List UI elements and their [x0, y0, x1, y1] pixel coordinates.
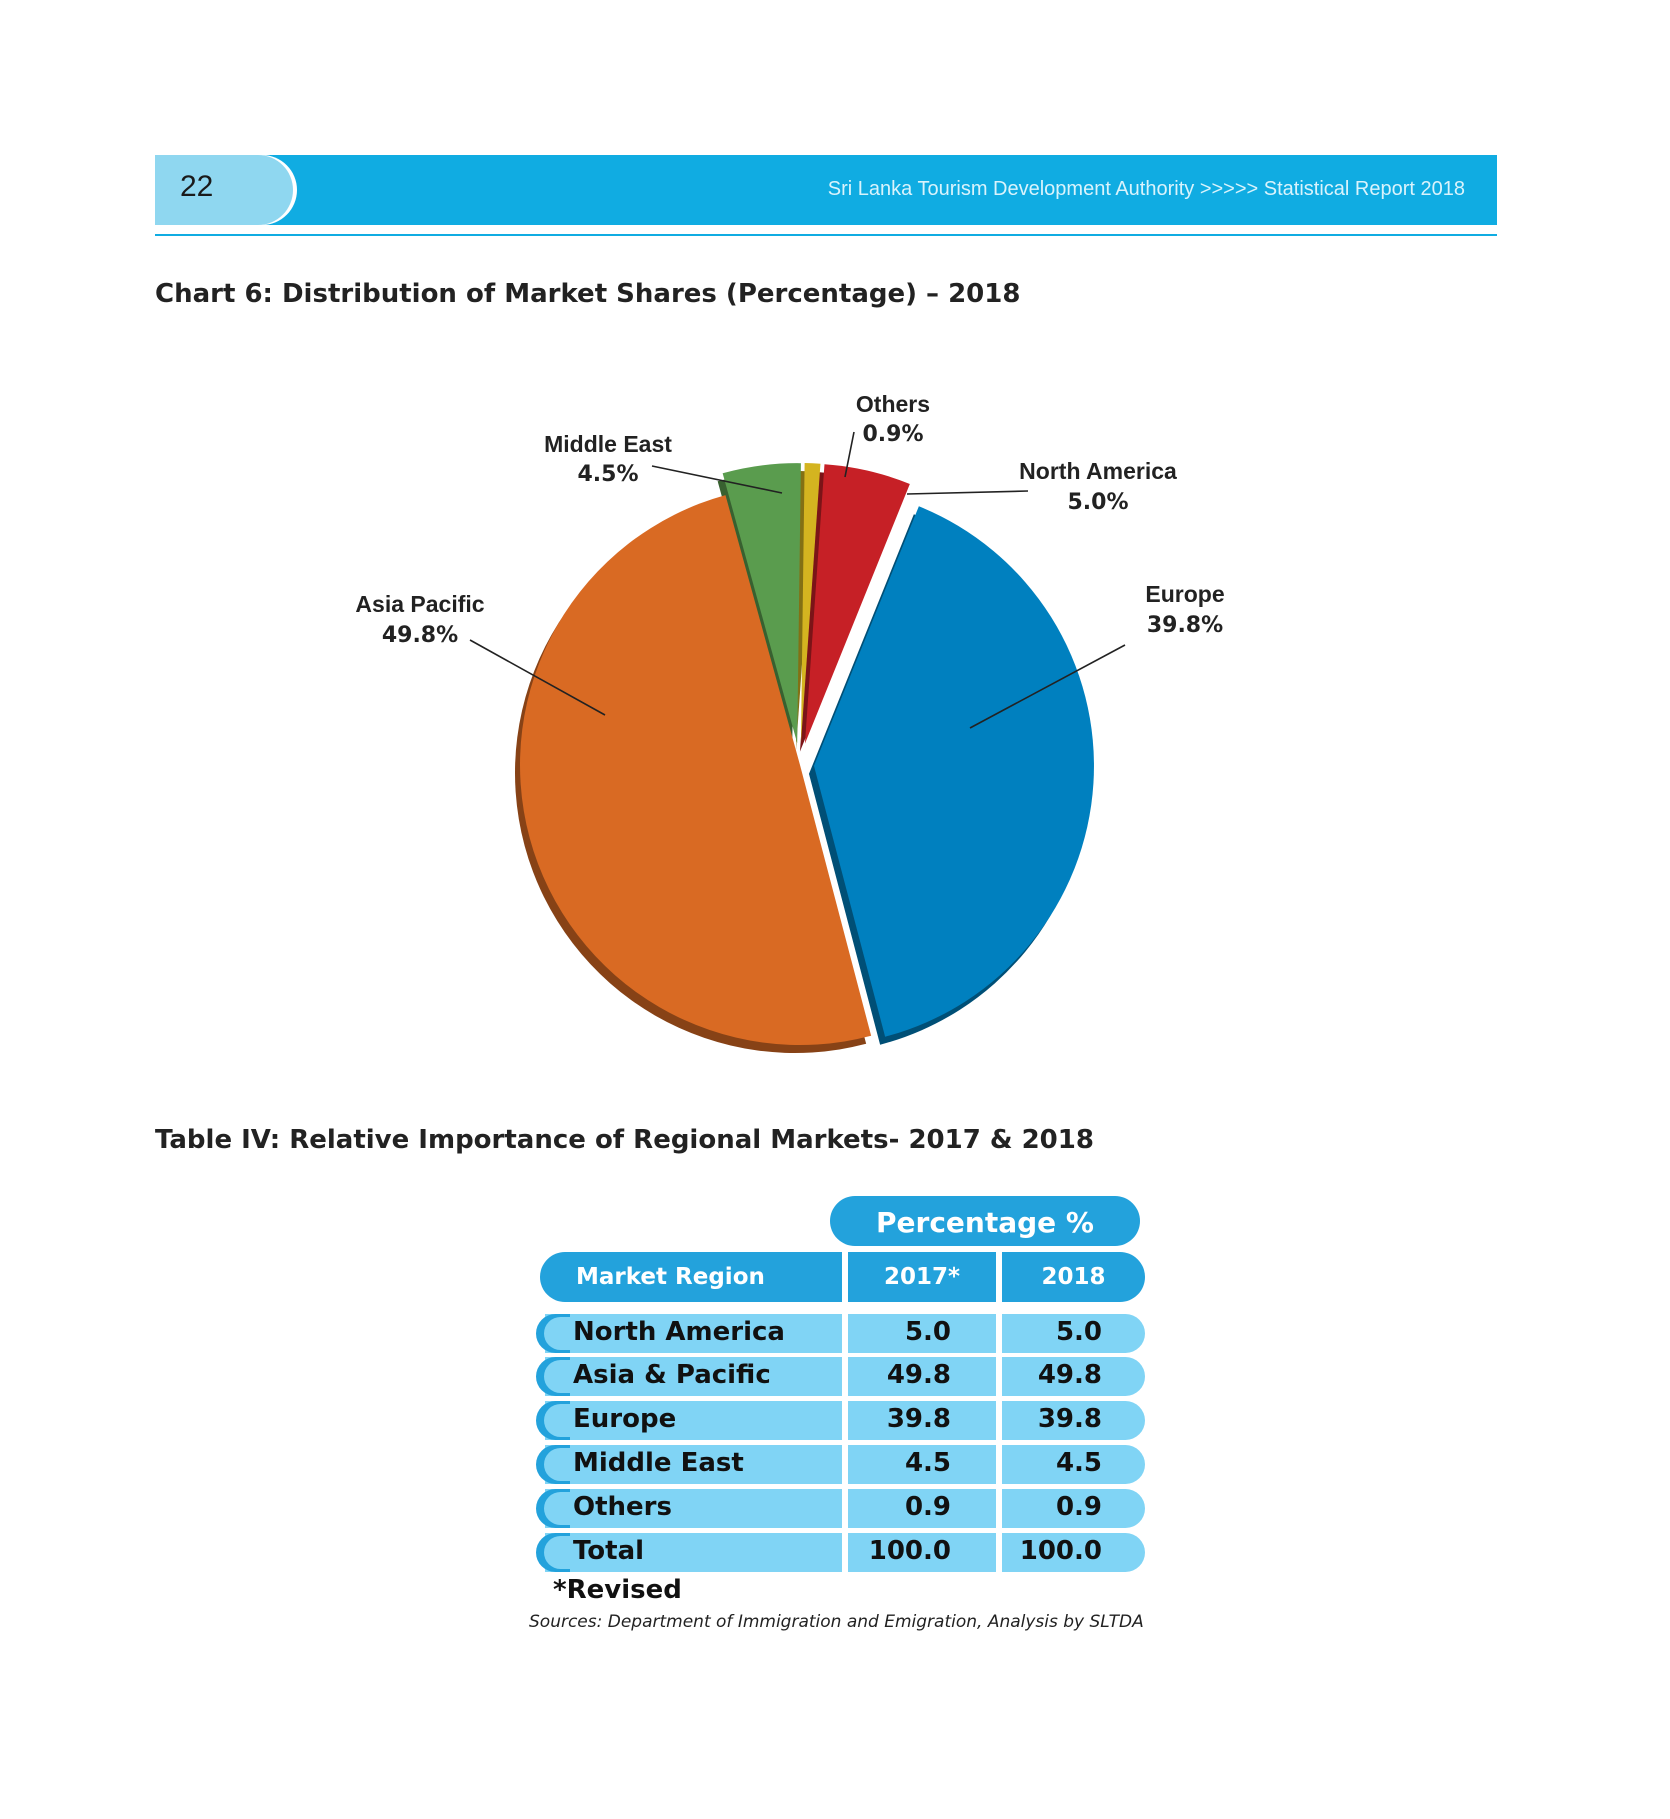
slice-label-north-america: North America	[1019, 458, 1177, 484]
slice-value-asia-pacific: 49.8%	[382, 623, 458, 648]
region-name: Total	[573, 1536, 645, 1566]
row-end-cap	[536, 1314, 572, 1353]
value-2018: 5.0	[1055, 1317, 1102, 1347]
value-2017: 0.9	[904, 1492, 951, 1522]
column-header-2017: 2017*	[883, 1264, 961, 1290]
value-2017: 4.5	[904, 1448, 951, 1478]
leader-line-middle-east	[651, 465, 783, 494]
row-cell-2018	[1002, 1489, 1145, 1528]
row-cell-region	[545, 1314, 842, 1353]
region-name: Others	[573, 1492, 672, 1522]
header-cell-2017	[848, 1252, 996, 1302]
row-cell-2018	[1002, 1401, 1145, 1440]
pie-slice-middle-east	[722, 463, 801, 744]
pie-labels-layer: Europe 39.8% Asia Pacific 49.8% Middle East 4…	[355, 391, 1224, 648]
row-end-cap	[536, 1401, 572, 1440]
slice-label-middle-east: Middle East	[544, 431, 672, 457]
value-2018: 100.0	[1019, 1536, 1102, 1566]
slice-value-north-america: 5.0%	[1067, 490, 1128, 515]
column-header-2018: 2018	[1041, 1264, 1106, 1290]
page-number: 22	[180, 170, 214, 203]
row-cell-2017	[848, 1489, 996, 1528]
header-divider	[155, 234, 1497, 236]
row-cell-2018	[1002, 1533, 1145, 1572]
region-name: Europe	[573, 1404, 677, 1434]
row-cell-2017	[848, 1533, 996, 1572]
leader-line-asia-pacific	[469, 639, 606, 716]
row-end-cap-inner	[544, 1448, 572, 1481]
row-end-cap-inner	[544, 1492, 572, 1525]
chart-title: Chart 6: Distribution of Market Shares (…	[155, 279, 1021, 309]
leader-line-others	[844, 431, 855, 478]
row-cell-2017	[848, 1357, 996, 1396]
slice-label-europe: Europe	[1145, 581, 1224, 607]
row-cell-2017	[848, 1445, 996, 1484]
value-2017: 49.8	[886, 1360, 951, 1390]
percentage-group-header	[830, 1196, 1140, 1246]
revised-note: *Revised	[553, 1575, 682, 1605]
pie-leader-lines	[469, 431, 1126, 729]
column-header-region: Market Region	[576, 1264, 765, 1290]
row-cell-2017	[848, 1314, 996, 1353]
source-note: Sources: Department of Immigration and E…	[529, 1612, 1144, 1632]
region-name: North America	[573, 1317, 785, 1347]
value-2017: 39.8	[886, 1404, 951, 1434]
slice-value-middle-east: 4.5%	[577, 462, 638, 487]
pie-chart: Europe 39.8% Asia Pacific 49.8% Middle East 4…	[355, 391, 1225, 1054]
row-end-cap-inner	[544, 1360, 572, 1393]
value-2018: 39.8	[1037, 1404, 1102, 1434]
row-cell-2018	[1002, 1314, 1145, 1353]
row-end-cap	[536, 1533, 572, 1572]
row-cell-region	[545, 1445, 842, 1484]
pie-slices-layer	[519, 463, 1094, 1046]
header-cell-region	[540, 1252, 842, 1302]
row-end-cap	[536, 1489, 572, 1528]
leader-line-north-america	[906, 490, 1029, 495]
region-name: Asia & Pacific	[573, 1360, 771, 1390]
leader-line-europe	[969, 644, 1126, 729]
pie-slice-asia-pacific	[519, 495, 872, 1046]
percentage-group-label: Percentage %	[876, 1206, 1094, 1239]
row-cell-2018	[1002, 1445, 1145, 1484]
row-cell-2018	[1002, 1357, 1145, 1396]
pie-slice-europe	[813, 506, 1094, 1037]
value-2017: 100.0	[868, 1536, 951, 1566]
row-end-cap-inner	[544, 1404, 572, 1437]
row-end-cap	[536, 1445, 572, 1484]
row-end-cap	[536, 1357, 572, 1396]
slice-value-others: 0.9%	[862, 422, 923, 447]
table-title: Table IV: Relative Importance of Regiona…	[155, 1125, 1094, 1155]
row-cell-2017	[848, 1401, 996, 1440]
row-cell-region	[545, 1357, 842, 1396]
page-number-tab	[155, 155, 293, 225]
header-band	[155, 155, 1497, 225]
running-title: Sri Lanka Tourism Development Authority …	[827, 178, 1465, 200]
row-cell-region	[545, 1533, 842, 1572]
value-2018: 49.8	[1037, 1360, 1102, 1390]
row-cell-region	[545, 1401, 842, 1440]
value-2018: 4.5	[1055, 1448, 1102, 1478]
row-end-cap-inner	[544, 1317, 572, 1350]
pie-slice-north-america	[804, 464, 910, 744]
slice-label-asia-pacific: Asia Pacific	[355, 591, 484, 617]
value-2017: 5.0	[904, 1317, 951, 1347]
value-2018: 0.9	[1055, 1492, 1102, 1522]
row-end-cap-inner	[544, 1536, 572, 1569]
row-cell-region	[545, 1489, 842, 1528]
header-cell-2018	[1002, 1252, 1145, 1302]
pie-slice-others	[800, 463, 821, 744]
slice-value-europe: 39.8%	[1147, 613, 1223, 638]
region-name: Middle East	[573, 1448, 744, 1478]
slice-label-others: Others	[856, 391, 930, 417]
